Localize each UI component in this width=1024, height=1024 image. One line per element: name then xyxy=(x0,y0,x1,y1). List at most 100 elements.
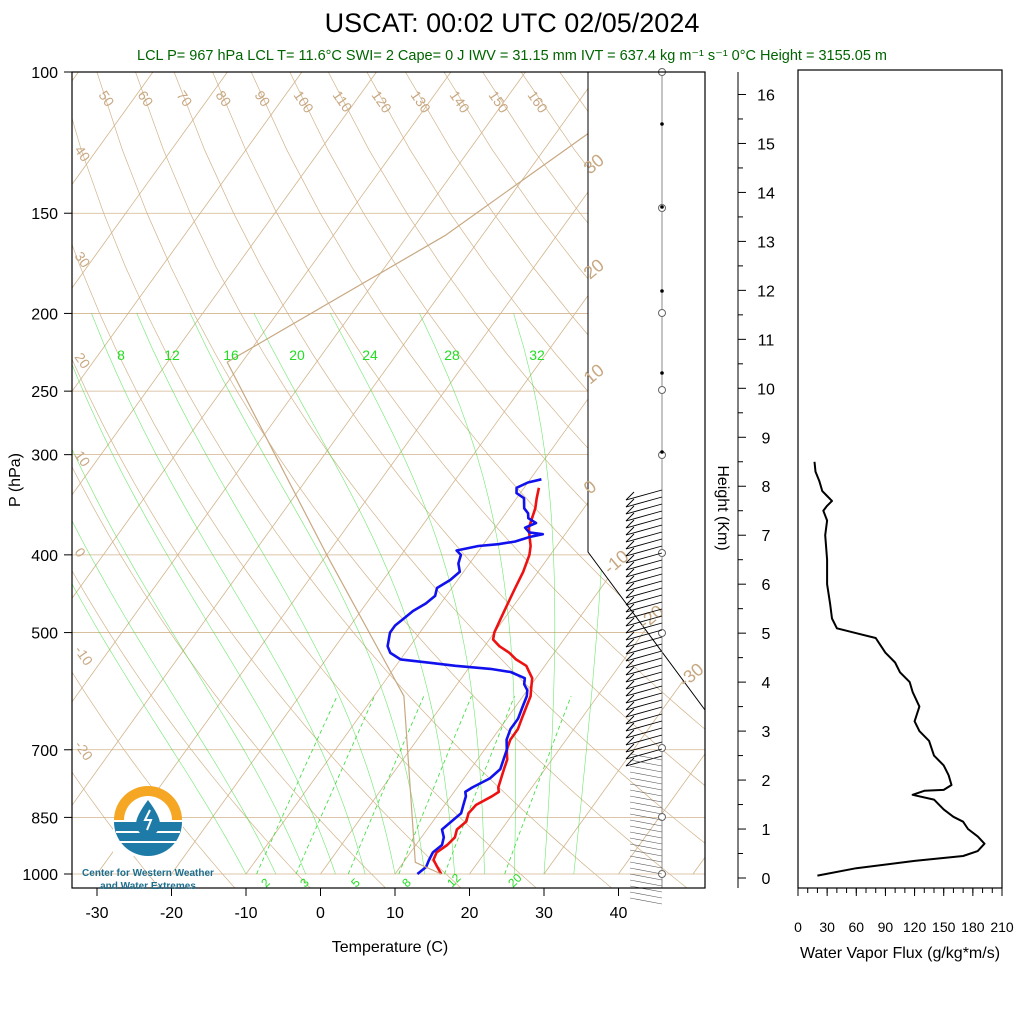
wind-barb xyxy=(625,566,663,578)
wind-barb xyxy=(625,692,663,704)
wind-barb xyxy=(625,524,663,536)
isotherm-label-left: 10 xyxy=(72,448,94,470)
dry-adiabat xyxy=(72,72,465,888)
wind-barb-flag xyxy=(625,750,635,760)
height-tick-label: 4 xyxy=(762,675,771,692)
wind-barb-flag xyxy=(625,638,635,648)
isotherm-line xyxy=(96,72,675,875)
wind-barb xyxy=(625,587,663,599)
mixing-ratio-line xyxy=(504,695,572,875)
mixing-ratio-line xyxy=(256,695,338,875)
y-tick-label: 850 xyxy=(31,810,58,827)
wind-barb-flag xyxy=(625,666,635,676)
dry-adiabat xyxy=(72,72,389,888)
wind-calm-marker xyxy=(658,744,666,752)
wind-barb xyxy=(625,741,663,753)
isotherm-line xyxy=(72,72,601,875)
wind-barb xyxy=(629,777,663,785)
height-tick-label: 1 xyxy=(762,822,771,839)
height-tick-label: 7 xyxy=(762,528,771,545)
height-axis-label: Height (Km) xyxy=(714,465,731,550)
wind-barb-flag xyxy=(625,526,635,536)
y-tick-label: 100 xyxy=(31,65,58,82)
mixing-label-top: 8 xyxy=(117,347,125,363)
y-tick-label: 400 xyxy=(31,548,58,565)
moist-adiabat xyxy=(513,313,556,875)
flux-x-tick-label: 120 xyxy=(903,919,927,935)
wind-barb-flag xyxy=(625,729,635,739)
wind-barb xyxy=(629,849,663,857)
dry-adiabat xyxy=(559,72,705,888)
moist-adiabat xyxy=(136,313,396,875)
plot-grid xyxy=(72,72,705,888)
isotherm-line xyxy=(72,72,526,875)
dry-adiabat-label: 120 xyxy=(369,88,396,116)
wind-calm-marker xyxy=(658,309,666,317)
isotherm-line xyxy=(320,72,705,875)
parcel-line xyxy=(226,72,675,875)
cw3e-logo: Center for Western Weather and Water Ext… xyxy=(82,786,214,892)
wind-barb xyxy=(625,706,663,718)
isotherm-label-right: 0 xyxy=(580,476,601,498)
isotherm-label-left: 0 xyxy=(72,545,90,561)
wind-barb xyxy=(625,573,663,585)
wind-barb xyxy=(625,594,663,606)
wind-barb-flag xyxy=(625,631,635,641)
isotherm-line xyxy=(72,72,303,875)
wind-barb xyxy=(629,819,663,827)
wind-barb xyxy=(625,685,663,697)
wind-barb xyxy=(629,837,663,845)
dry-adiabat xyxy=(72,72,540,888)
dry-adiabat xyxy=(366,72,705,888)
wind-barb xyxy=(625,552,663,564)
wind-barb-flag xyxy=(625,568,635,578)
wind-barb-flag xyxy=(625,722,635,732)
height-tick-label: 3 xyxy=(762,724,771,741)
dry-adiabat xyxy=(289,72,705,888)
plot-labels: 50 60 70 80 90 100 110 120 130 140 150 160403020100… xyxy=(72,88,708,891)
flux-x-tick-label: 30 xyxy=(819,919,835,935)
y-tick-label: 700 xyxy=(31,743,58,760)
moist-adiabat xyxy=(573,313,606,875)
flux-x-tick-label: 90 xyxy=(878,919,894,935)
wind-barb-flag xyxy=(625,519,635,529)
wind-barb-flag xyxy=(625,708,635,718)
wind-barb xyxy=(625,601,663,613)
dry-adiabat-label: 90 xyxy=(252,88,274,110)
wind-barb xyxy=(629,783,663,791)
height-tick-label: 8 xyxy=(762,479,771,496)
wind-barb xyxy=(625,489,663,501)
isotherm-label-right: 10 xyxy=(580,360,608,388)
isotherm-line xyxy=(72,72,228,875)
wind-barb xyxy=(625,531,663,543)
height-tick-label: 9 xyxy=(762,430,771,447)
wind-barb-flag xyxy=(625,610,635,620)
mixing-label-top: 28 xyxy=(444,347,460,363)
isotherm-label-left: 20 xyxy=(72,350,94,372)
y-tick-label: 200 xyxy=(31,306,58,323)
y-tick-label: 1000 xyxy=(22,867,58,884)
wind-barb-flag xyxy=(625,603,635,613)
wind-barb xyxy=(625,510,663,522)
x-tick-label: 40 xyxy=(610,905,628,922)
wind-barb xyxy=(629,843,663,851)
isotherm-label-right: -20 xyxy=(635,601,668,633)
wind-barb-flag xyxy=(625,589,635,599)
dry-adiabat-label: 100 xyxy=(291,88,318,116)
wind-barb xyxy=(625,503,663,515)
y-axis-label: P (hPa) xyxy=(7,453,24,507)
dry-adiabat xyxy=(212,72,705,888)
wind-barb xyxy=(625,580,663,592)
wind-barb-flag xyxy=(625,757,635,767)
mixing-label-top: 32 xyxy=(529,347,545,363)
isotherm-line xyxy=(618,72,705,875)
moist-adiabat xyxy=(189,313,426,875)
logo-line1: Center for Western Weather xyxy=(82,868,214,879)
flux-frame xyxy=(797,69,1003,889)
isotherm-label-left: -10 xyxy=(72,643,97,669)
mixing-label-bottom: 20 xyxy=(505,871,525,891)
moist-adiabat xyxy=(253,313,455,875)
temperature-line xyxy=(432,487,541,875)
chart-title: USCAT: 00:02 UTC 02/05/2024 xyxy=(324,8,700,38)
